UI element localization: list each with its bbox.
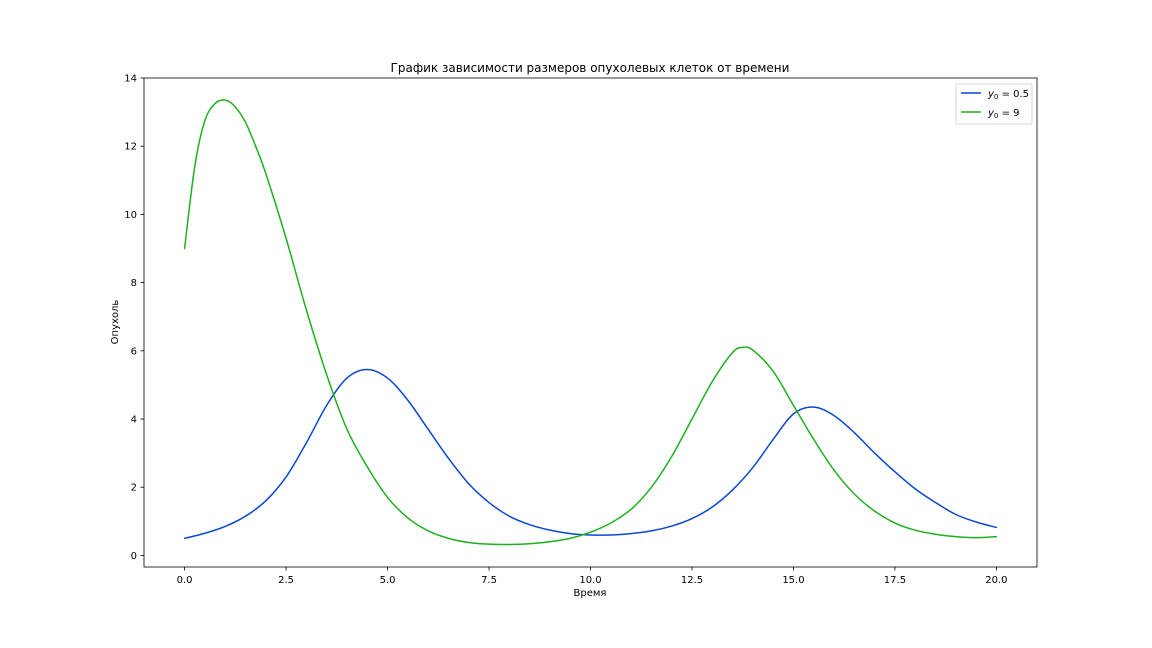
x-tick-label: 2.5: [278, 575, 294, 586]
plot-frame: [143, 77, 1038, 568]
x-tick-label: 12.5: [681, 575, 703, 586]
x-axis-label: Время: [574, 588, 607, 599]
legend-label-series-0: y0 = 0.5: [987, 89, 1029, 101]
x-axis: 0.0 2.5 5.0 7.5 10.0 12.5 15.0 17.5 20.0: [177, 567, 1008, 586]
y-axis-label: Опухоль: [110, 300, 121, 345]
series-layer: [183, 99, 998, 546]
series-line-0: [183, 368, 998, 540]
y-tick-label: 8: [131, 278, 137, 289]
x-tick-label: 0.0: [177, 575, 193, 586]
y-tick-label: 4: [131, 415, 137, 426]
y-axis: 0 2 4 6 8 10 12 14: [124, 74, 144, 562]
legend: y0 = 0.5 y0 = 9: [955, 83, 1033, 125]
y-tick-label: 10: [124, 210, 137, 221]
x-tick-label: 10.0: [579, 575, 601, 586]
plot-area-background: [144, 78, 1037, 567]
y-tick-label: 0: [131, 551, 137, 562]
y-tick-label: 6: [131, 346, 137, 357]
x-tick-label: 5.0: [380, 575, 396, 586]
chart-title: График зависимости размеров опухолевых к…: [391, 61, 790, 75]
x-tick-label: 7.5: [481, 575, 497, 586]
legend-label-series-1: y0 = 9: [987, 108, 1020, 120]
x-tick-label: 15.0: [782, 575, 804, 586]
legend-frame: [955, 83, 1033, 125]
y-tick-label: 12: [124, 142, 137, 153]
x-tick-label: 20.0: [985, 575, 1007, 586]
y-tick-label: 2: [131, 483, 137, 494]
x-tick-label: 17.5: [884, 575, 906, 586]
y-tick-label: 14: [124, 74, 137, 85]
series-line-1: [183, 99, 998, 546]
